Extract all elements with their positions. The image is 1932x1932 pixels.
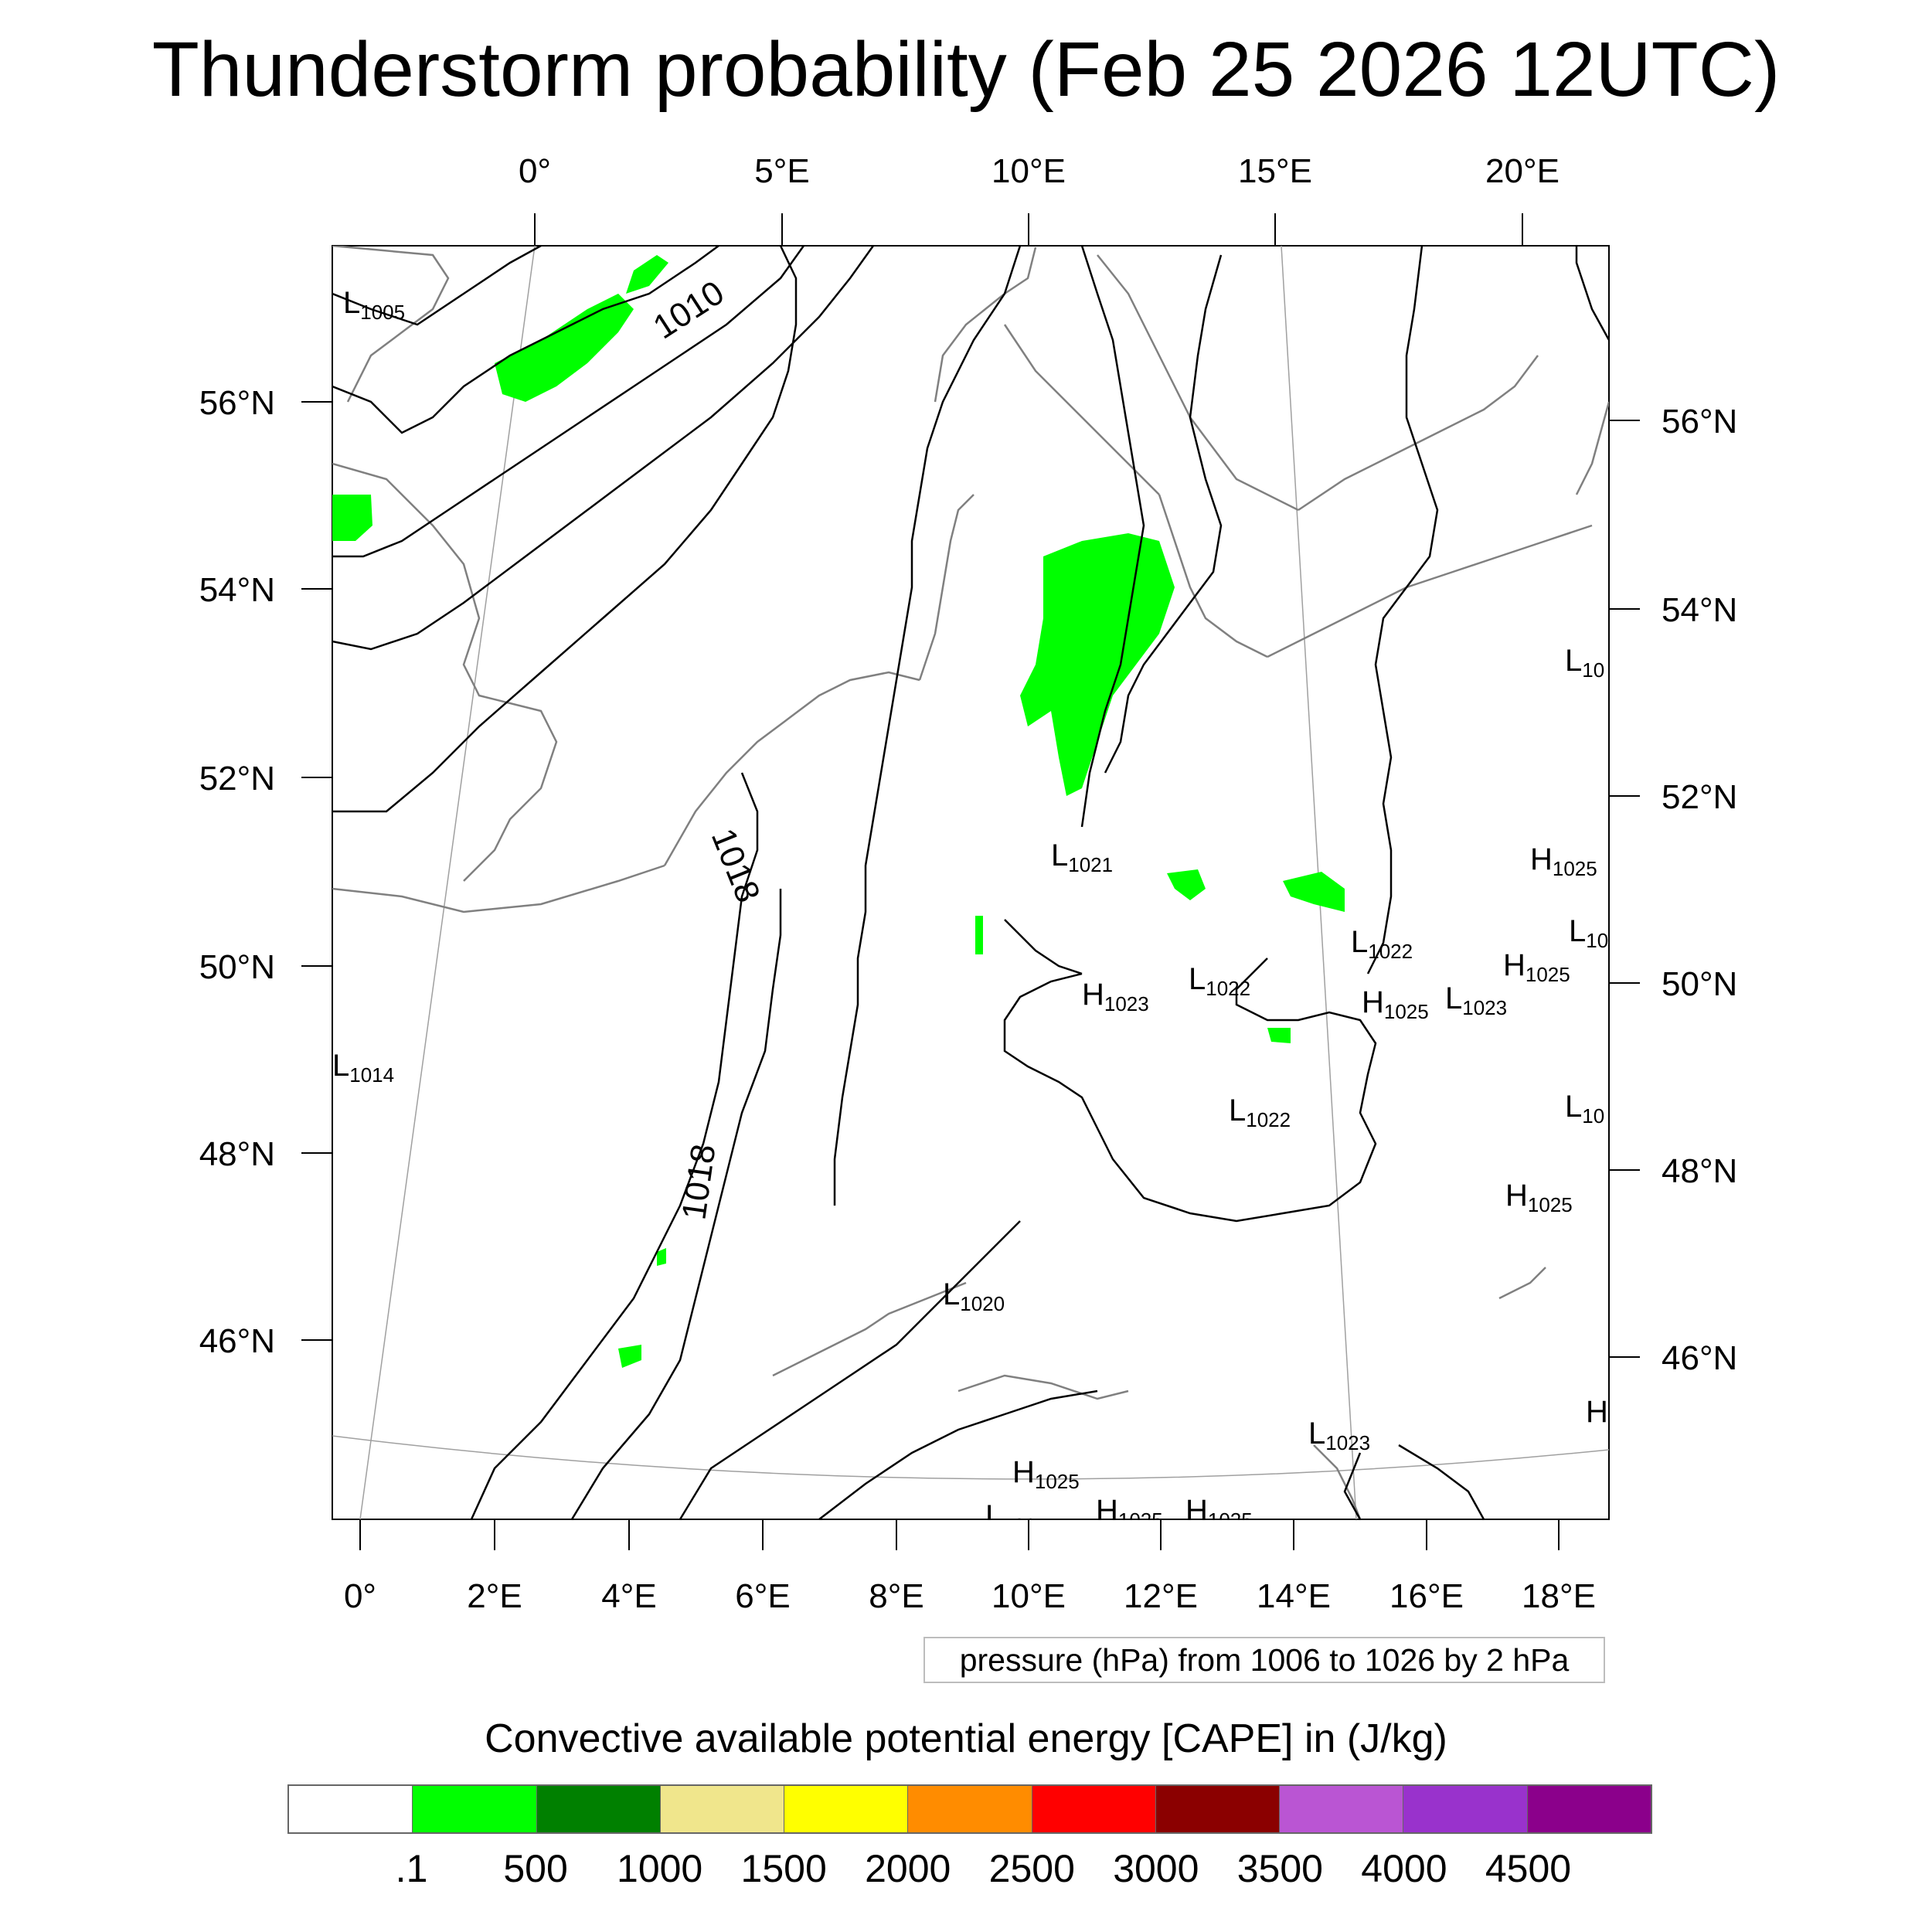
colorbar-label: 4000 [1361,1847,1447,1890]
tick-label: 10°E [992,152,1066,190]
colorbar-labels: .1 500 1000 1500 2000 2500 3000 3500 4000 4500 [0,1845,1932,1900]
tick-label: 54°N [199,571,275,609]
tick-label: 54°N [1662,591,1737,629]
colorbar-swatch [1403,1786,1528,1832]
colorbar-swatch [784,1786,909,1832]
tick-label: 0° [344,1577,376,1615]
tick-label: 52°N [1662,778,1737,816]
isobars [332,246,1609,1519]
colorbar-swatch [413,1786,537,1832]
pressure-center: H1025 [1362,985,1429,1023]
colorbar-swatch [660,1786,785,1832]
pressure-center: L10 [1565,644,1604,682]
tick-label: 56°N [1662,403,1737,440]
pressure-center: L1005 [343,286,405,324]
coastlines [332,246,1609,1519]
tick-label: 56°N [199,384,275,422]
tick-label: 50°N [199,948,275,986]
tick-label: 12°E [1124,1577,1198,1615]
map-title: Thunderstorm probability (Feb 25 2026 12… [151,26,1781,113]
tick-label: 2°E [467,1577,522,1615]
colorbar-swatch [908,1786,1032,1832]
colorbar-swatch [536,1786,661,1832]
colorbar-label: 500 [503,1847,568,1890]
pressure-center: L1023 [1308,1417,1370,1454]
tick-label: 0° [519,152,551,190]
cape-shading [332,255,1345,1368]
tick-label: 46°N [1662,1339,1737,1377]
tick-label: 6°E [735,1577,790,1615]
colorbar-swatch [1280,1786,1404,1832]
colorbar-swatch [1032,1786,1156,1832]
colorbar-title: Convective available potential energy [C… [485,1716,1447,1761]
map-content: 1010 1018 1018 L1005 L10 L1021 H1025 L10… [332,246,1609,1537]
pressure-center: H1025 [1530,842,1597,880]
pressure-center: H1025 [1185,1494,1253,1532]
pressure-center: L10 [1565,1090,1604,1128]
pressure-center: H1025 [1505,1179,1573,1216]
pressure-contour-note: pressure (hPa) from 1006 to 1026 by 2 hP… [923,1637,1605,1683]
tick-label: 50°N [1662,965,1737,1003]
colorbar [287,1784,1652,1834]
top-axis-labels: 0° 5°E 10°E 15°E 20°E [519,152,1560,190]
axis-ticks [301,213,1640,1550]
map-frame [332,245,1610,1520]
tick-label: 18°E [1522,1577,1596,1615]
left-axis-labels: 56°N 54°N 52°N 50°N 48°N 46°N [199,384,275,1360]
pressure-center: L1022 [1229,1094,1291,1131]
colorbar-swatch [1155,1786,1281,1832]
tick-label: 20°E [1485,152,1560,190]
tick-label: 52°N [199,760,275,798]
pressure-center: L1014 [332,1049,394,1087]
pressure-centers: L1005 L10 L1021 H1025 L10 L1022 H1025 H1… [332,286,1608,1537]
bottom-axis-labels: 0° 2°E 4°E 6°E 8°E 10°E 12°E 14°E 16°E 1… [344,1577,1596,1615]
tick-label: 10°E [992,1577,1066,1615]
pressure-center: L1022 [1351,925,1413,963]
tick-label: 48°N [1662,1152,1737,1190]
colorbar-label: 1000 [617,1847,703,1890]
pressure-center: L1025 [985,1499,1047,1537]
colorbar-label: 4500 [1485,1847,1572,1890]
tick-label: 8°E [869,1577,923,1615]
tick-label: 15°E [1238,152,1312,190]
colorbar-label: 1500 [740,1847,827,1890]
colorbar-label: 3500 [1236,1847,1323,1890]
pressure-center: L1022 [1189,962,1250,1000]
colorbar-label: 3000 [1113,1847,1199,1890]
colorbar-label: 2000 [865,1847,951,1890]
pressure-center: H1023 [1082,978,1149,1015]
pressure-center: H1025 [1503,948,1570,986]
colorbar-swatch [289,1786,413,1832]
tick-label: 5°E [754,152,809,190]
pressure-center: H1025 [1012,1455,1080,1493]
colorbar-label: 2500 [988,1847,1075,1890]
tick-label: 46°N [199,1322,275,1360]
tick-label: 4°E [601,1577,656,1615]
tick-label: 16°E [1389,1577,1464,1615]
pressure-center: L1020 [943,1277,1005,1315]
colorbar-label: .1 [395,1847,428,1890]
pressure-center: L1021 [1051,838,1113,876]
tick-label: 48°N [199,1135,275,1173]
pressure-center: H [1586,1395,1608,1429]
right-axis-labels: 56°N 54°N 52°N 50°N 48°N 46°N [1662,403,1737,1377]
colorbar-swatch [1527,1786,1651,1832]
pressure-center: H1025 [1096,1494,1163,1532]
pressure-center: L10 [1569,914,1608,952]
pressure-center: L1023 [1445,981,1507,1019]
tick-label: 14°E [1257,1577,1331,1615]
